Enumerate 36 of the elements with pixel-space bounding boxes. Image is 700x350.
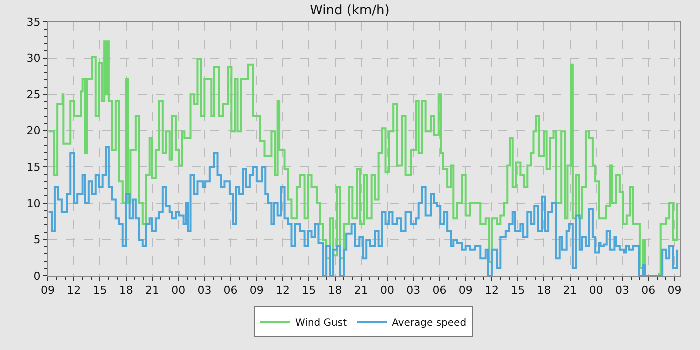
y-tick-label: 20 xyxy=(26,124,41,138)
x-tick-label: 09 xyxy=(41,284,55,298)
x-tick-label: 12 xyxy=(276,284,290,298)
x-tick-label: 15 xyxy=(302,284,316,298)
legend-label: Average speed xyxy=(392,318,467,329)
y-tick-label: 35 xyxy=(26,16,41,29)
x-tick-label: 06 xyxy=(432,284,447,298)
x-tick-label: 00 xyxy=(172,284,186,298)
y-tick-label: 5 xyxy=(34,234,41,247)
x-tick-label: 09 xyxy=(458,284,473,298)
x-tick-label: 03 xyxy=(616,284,630,298)
x-tick-label: 12 xyxy=(67,284,82,298)
x-tick-label: 03 xyxy=(406,284,421,298)
x-tick-label: 18 xyxy=(119,284,134,298)
x-tick-label: 12 xyxy=(484,284,499,298)
x-tick-label: 06 xyxy=(224,284,238,298)
x-tick-label: 18 xyxy=(537,284,552,298)
x-tick-label: 09 xyxy=(250,284,264,298)
x-tick-label: 00 xyxy=(589,284,604,298)
x-tick-label: 06 xyxy=(642,284,656,298)
x-tick-label: 21 xyxy=(354,284,368,298)
y-tick-label: 15 xyxy=(26,160,41,174)
x-tick-label: 21 xyxy=(563,284,578,298)
y-tick-label: 25 xyxy=(26,88,41,102)
x-tick-label: 03 xyxy=(198,284,212,298)
x-tick-label: 21 xyxy=(145,284,160,298)
y-tick-label: 0 xyxy=(34,270,41,283)
x-tick-label: 18 xyxy=(328,284,342,298)
y-tick-label: 30 xyxy=(26,52,41,66)
x-tick-label: 15 xyxy=(511,284,526,298)
chart-title: Wind (km/h) xyxy=(310,3,390,18)
x-tick-label: 00 xyxy=(380,284,394,298)
legend-label: Wind Gust xyxy=(296,318,348,329)
x-tick-label: 09 xyxy=(668,284,682,298)
y-tick-label: 10 xyxy=(26,197,41,210)
x-tick-label: 15 xyxy=(93,284,108,298)
